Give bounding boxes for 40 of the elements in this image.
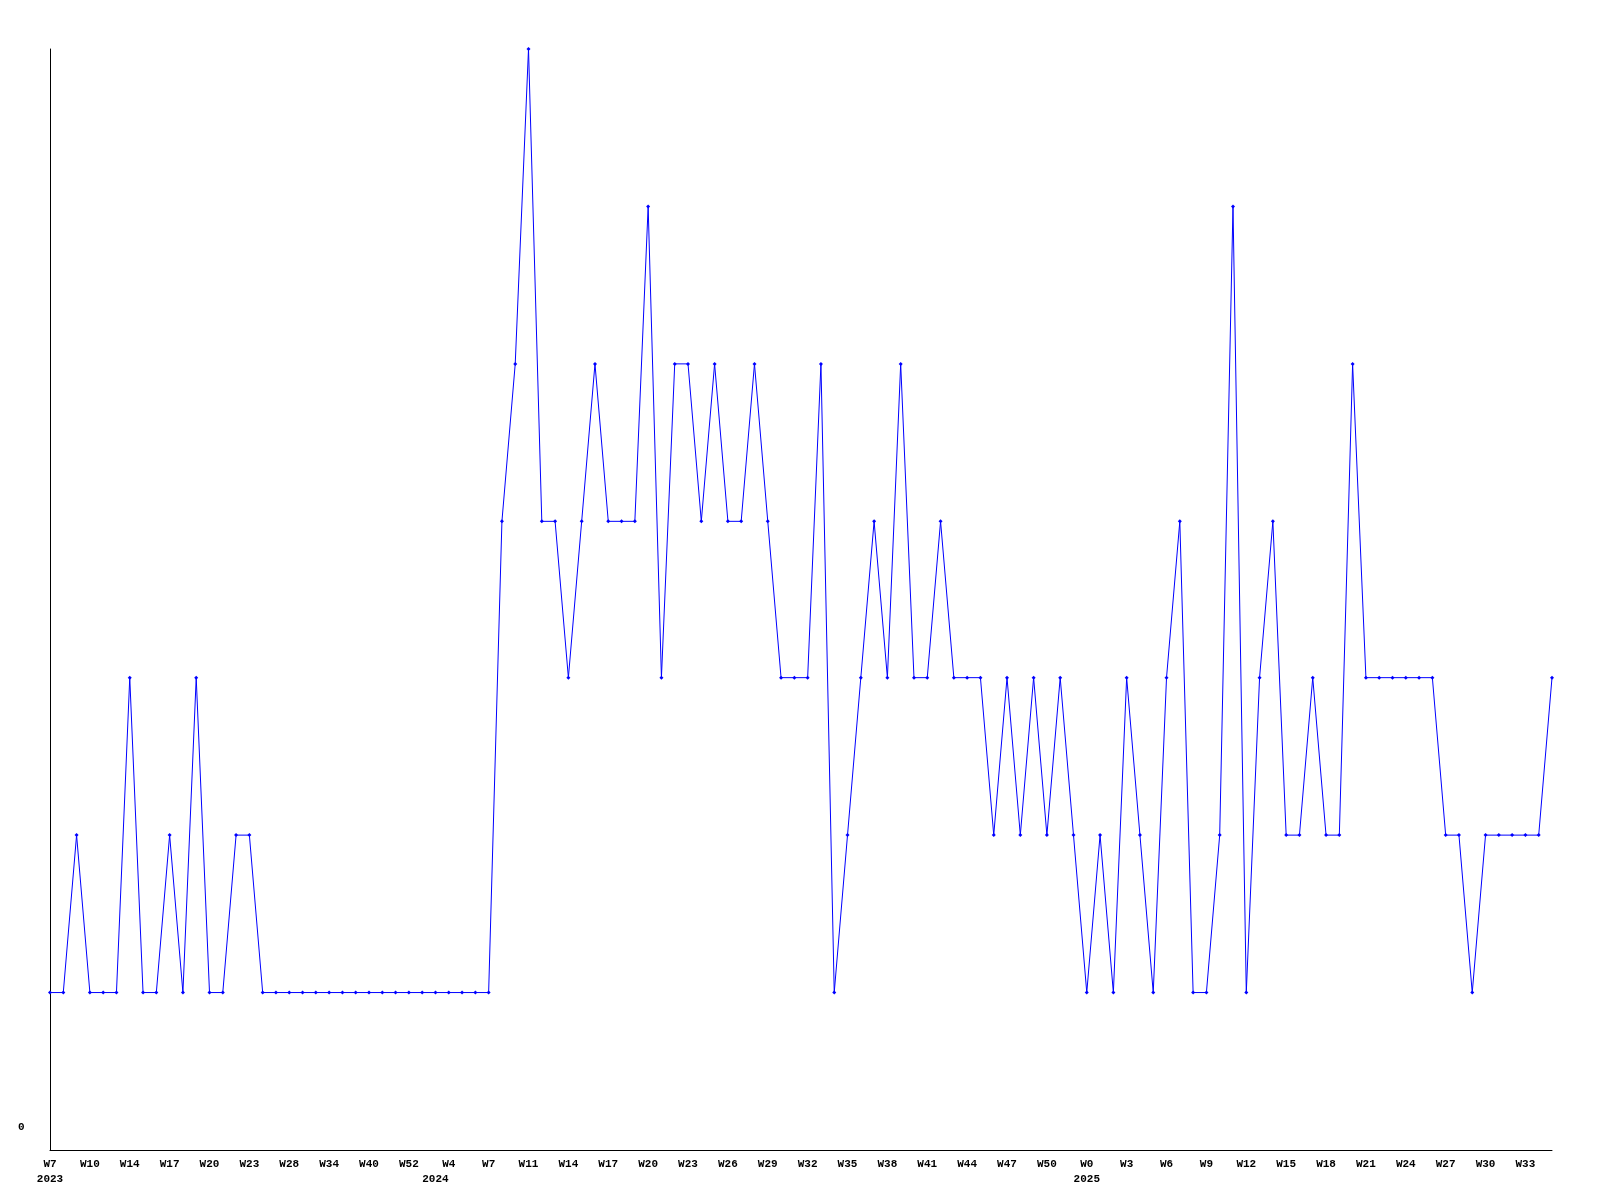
x-tick-label: W41 xyxy=(917,1157,938,1170)
x-tick-label: W29 xyxy=(757,1157,778,1170)
x-tick-label: W38 xyxy=(877,1157,898,1170)
x-tick-label: W9 xyxy=(1199,1157,1214,1170)
x-tick-label: W20 xyxy=(638,1157,659,1170)
x-tick-label: W14 xyxy=(119,1157,141,1170)
x-tick-label: W23 xyxy=(678,1157,699,1170)
x-tick-label: W40 xyxy=(359,1157,379,1170)
x-tick-label: W32 xyxy=(797,1157,818,1170)
x-tick-label: W26 xyxy=(717,1157,738,1170)
x-tick-label: W20 xyxy=(199,1157,220,1170)
x-tick-label: W27 xyxy=(1435,1157,1456,1170)
x-tick-label: W44 xyxy=(957,1157,978,1170)
x-tick-label: W10 xyxy=(79,1157,100,1170)
x-tick-label: W7 xyxy=(482,1157,496,1170)
x-tick-label: W18 xyxy=(1316,1157,1337,1170)
x-tick-label: W35 xyxy=(837,1157,858,1170)
x-tick-label: W17 xyxy=(159,1157,180,1170)
x-tick-label: W24 xyxy=(1395,1157,1417,1170)
x-tick-label: W34 xyxy=(319,1157,340,1170)
x-tick-label: W28 xyxy=(279,1157,300,1170)
x-tick-label: W23 xyxy=(239,1157,260,1170)
x-tick-label: W14 xyxy=(558,1157,579,1170)
x-tick-label: W6 xyxy=(1159,1157,1174,1170)
x-tick-label: W50 xyxy=(1037,1157,1057,1170)
x-tick-label: W33 xyxy=(1515,1157,1536,1170)
x-tick-label: W21 xyxy=(1356,1157,1377,1170)
x-tick-label: W0 2025 xyxy=(1073,1157,1101,1185)
x-tick-label: W17 xyxy=(598,1157,619,1170)
x-tick-label: W4 xyxy=(442,1157,456,1170)
x-tick-label: W47 xyxy=(997,1157,1017,1170)
x-tick-label: W12 xyxy=(1236,1157,1257,1170)
x-tick-label: W7 2023 xyxy=(36,1157,64,1185)
x-tick-label: W3 xyxy=(1120,1157,1134,1170)
text: 0 xyxy=(18,1120,25,1133)
x-tick-label: W11 xyxy=(518,1157,539,1170)
x-tick-label: 2024 xyxy=(422,1172,450,1185)
x-tick-label: W52 xyxy=(398,1157,419,1170)
x-tick-label: W15 xyxy=(1276,1157,1297,1170)
x-tick-label: W30 xyxy=(1475,1157,1496,1170)
